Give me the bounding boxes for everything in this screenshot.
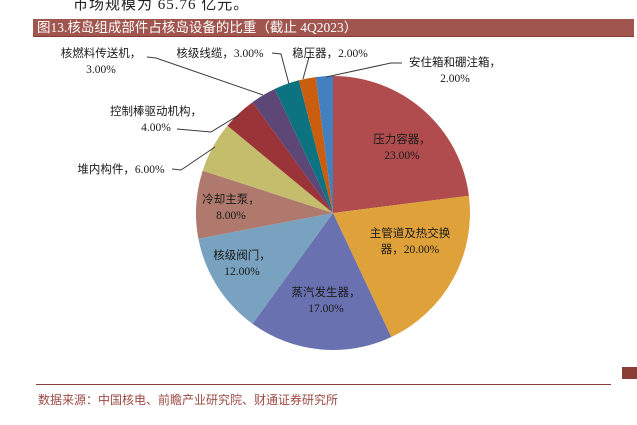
pie-slice-nuclear-grade-valves (198, 213, 333, 324)
label-control-rod-drive-mechanism: 控制棒驱动机构， 4.00% (110, 106, 202, 135)
pie-chart (146, 52, 470, 350)
data-source: 数据来源：中国核电、前瞻产业研究院、财通证券研究所 (38, 391, 338, 408)
pie-slice-pressure-vessel (333, 76, 469, 213)
pie-slice-fuel-transfer-machine (252, 89, 333, 213)
leader-lines (146, 52, 402, 171)
label-steam-generator: 蒸汽发生器， 17.00% (291, 287, 361, 316)
pie-slice-pressurizer (298, 77, 333, 213)
pie-slice-control-rod-drive-mechanism (227, 102, 333, 213)
pie-slice-reactor-internals (202, 125, 333, 213)
body-text-clipped: 市场规模为 65.76 亿元。 (73, 0, 249, 14)
footer-divider (36, 384, 611, 385)
label-pressure-vessel: 压力容器， 23.00% (373, 134, 431, 163)
label-main-pipeline-heat-exchanger: 主管道及热交换 器，20.00% (369, 228, 451, 257)
pie-slice-main-cooling-pump (195, 170, 333, 239)
pie-slice-steam-generator (252, 213, 392, 350)
data-source-text: 数据来源：中国核电、前瞻产业研究院、财通证券研究所 (38, 393, 339, 407)
body-text-fragment: 市场规模为 65.76 亿元。 (73, 0, 250, 13)
leader-line-nuclear-grade-cables (271, 52, 290, 85)
label-safety-injection-tank: 安住箱和硼注箱， 2.00% (409, 57, 501, 86)
page-margin-marker (622, 367, 637, 379)
label-pressurizer: 稳压器，2.00% (292, 48, 368, 60)
label-nuclear-grade-valves: 核级阀门， 12.00% (213, 250, 271, 279)
label-reactor-internals: 堆内构件，6.00% (77, 164, 165, 176)
figure-title-bar: 图13.核岛组成部件占核岛设备的比重（截止 4Q2023） (33, 19, 634, 37)
pie-slice-main-pipeline-heat-exchanger (333, 195, 470, 337)
leader-line-reactor-internals (171, 146, 216, 171)
pie-slice-nuclear-grade-cables (274, 80, 333, 213)
pie-slice-safety-injection-tank (315, 76, 333, 213)
label-nuclear-grade-cables: 核级线缆，3.00% (176, 48, 264, 60)
leader-line-fuel-transfer-machine (146, 56, 264, 96)
figure-title: 图13.核岛组成部件占核岛设备的比重（截止 4Q2023） (37, 20, 358, 35)
label-fuel-transfer-machine: 核燃料传送机， 3.00% (60, 48, 142, 77)
leader-line-pressurizer (302, 56, 310, 80)
leader-line-control-rod-drive-mechanism (176, 114, 240, 133)
label-main-cooling-pump: 冷却主泵， 8.00% (202, 194, 260, 223)
leader-line-safety-injection-tank (325, 62, 402, 78)
